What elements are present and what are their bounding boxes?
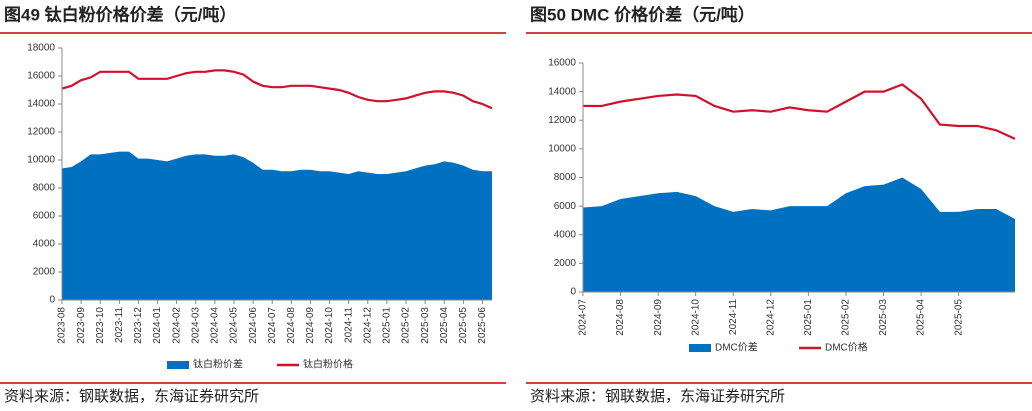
x-tick-label: 2024-04 [210,307,221,344]
x-tick-label: 2025-05 [953,299,964,336]
legend-swatch [689,344,711,352]
y-tick-label: 18000 [27,43,55,54]
area [583,177,1015,292]
y-tick-label: 0 [49,295,55,306]
y-tick-label: 12000 [27,127,55,138]
x-tick-label: 2023-12 [133,307,144,344]
x-tick-label: 2023-11 [114,307,125,343]
line [583,83,1016,140]
x-tick-label: 2024-01 [152,307,163,344]
x-tick-label: 2025-01 [803,299,814,336]
x-tick-label: 2024-07 [267,307,278,344]
x-tick-label: 2024-11 [343,307,354,343]
y-tick-label: 2000 [33,267,56,278]
x-tick-label: 2024-08 [286,307,297,344]
y-tick-label: 6000 [554,201,577,212]
x-tick-label: 2025-03 [878,299,889,336]
x-tick-label: 2024-09 [653,299,664,336]
chart-title: 图49 钛白粉价格价差（元/吨） [4,4,236,24]
y-tick-label: 14000 [27,99,55,110]
y-tick-label: 4000 [33,239,56,250]
x-tick-label: 2024-10 [324,307,335,344]
y-tick-label: 8000 [554,172,577,183]
legend-label: DMC价格 [825,341,868,354]
x-tick-label: 2024-10 [690,299,701,336]
x-tick-label: 2025-01 [382,307,393,344]
y-tick-label: 16000 [548,58,576,69]
x-tick-label: 2024-12 [765,299,776,336]
y-tick-label: 14000 [548,86,576,97]
x-tick-label: 2024-05 [229,307,240,344]
legend-label: 钛白粉价格 [303,358,353,371]
x-tick-label: 2025-02 [401,307,412,344]
y-tick-label: 10000 [548,144,576,155]
legend-label: 钛白粉价差 [193,358,243,371]
chart-title: 图50 DMC 价格价差（元/吨） [530,4,755,24]
x-tick-label: 2024-07 [578,299,589,336]
x-tick-label: 2023-09 [76,307,87,344]
x-tick-label: 2024-09 [305,307,316,344]
y-tick-label: 12000 [548,115,576,126]
line [61,69,493,110]
x-tick-label: 2024-03 [190,307,201,344]
legend-label: DMC价差 [715,341,758,354]
x-tick-label: 2025-04 [916,299,927,336]
y-tick-label: 4000 [554,229,577,240]
x-tick-label: 2023-08 [57,307,68,344]
x-tick-label: 2023-10 [95,307,106,344]
x-tick-label: 2025-02 [841,299,852,336]
x-tick-label: 2024-12 [362,307,373,344]
y-tick-label: 0 [570,287,576,298]
area [62,151,492,300]
x-tick-label: 2025-03 [420,307,431,344]
y-tick-label: 6000 [33,211,56,222]
source: 资料来源：钢联数据，东海证券研究所 [530,388,785,405]
legend-swatch [167,361,189,369]
x-tick-label: 2024-11 [728,299,739,335]
y-tick-label: 10000 [27,155,55,166]
x-tick-label: 2024-08 [615,299,626,336]
x-tick-label: 2024-06 [248,307,259,344]
x-tick-label: 2025-04 [439,307,450,344]
x-tick-label: 2025-06 [477,307,488,344]
x-tick-label: 2024-02 [171,307,182,344]
y-tick-label: 8000 [33,183,56,194]
y-tick-label: 16000 [27,71,55,82]
x-tick-label: 2025-05 [458,307,469,344]
y-tick-label: 2000 [554,258,577,269]
source: 资料来源：钢联数据，东海证券研究所 [4,388,259,405]
